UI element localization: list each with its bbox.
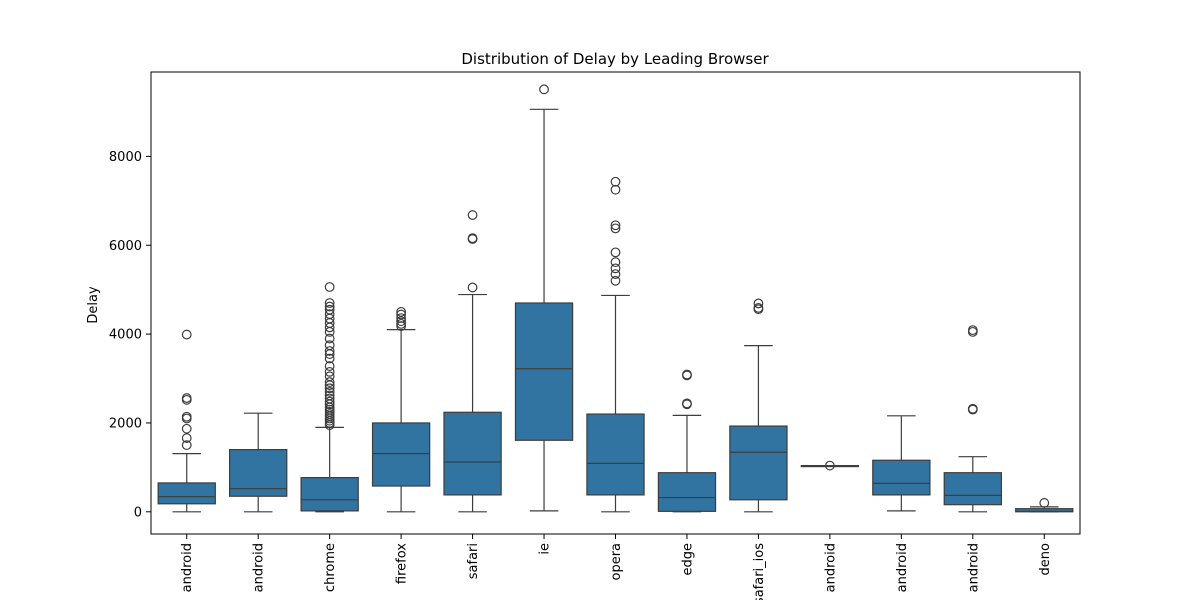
outlier-point [181,393,192,403]
box-iqr [371,422,431,487]
box-iqr [157,482,216,505]
box-chrome-2 [300,282,359,513]
chart-title: Distribution of Delay by Leading Browser [461,50,769,68]
x-tick-label: ie [538,543,553,555]
box-iqr [657,472,717,512]
outlier-point [324,396,335,407]
box-android-9 [800,460,860,471]
box-iqr [443,411,502,496]
outlier-point [324,383,335,394]
box-iqr [729,425,788,501]
outlier-point [324,346,335,356]
outlier-point [682,398,692,409]
outlier-point [324,361,335,371]
outlier-point [181,329,192,340]
box-deno-12 [1015,498,1074,513]
outlier-point [324,340,335,351]
outlier-point [539,84,549,95]
outlier-point [753,302,764,313]
x-tick-label: deno [1038,543,1053,575]
y-tick-label: 0 [134,505,142,520]
outlier-point [610,263,621,274]
outlier-point [324,377,335,387]
x-tick-label: safari_ios [752,543,767,600]
x-tick-label: edge [680,543,695,576]
box-android-0 [157,329,216,513]
box-firefox-3 [371,306,431,513]
box-iqr [586,413,645,496]
outlier-point [967,325,978,335]
outlier-point [324,386,335,397]
outlier-point [324,393,335,404]
x-tick-label: android [895,543,910,592]
box-iqr [872,459,931,496]
box-android-11 [943,325,1002,513]
outlier-point [610,176,621,187]
outlier-point [181,423,192,434]
outlier-point [610,269,621,280]
outlier-point [610,223,621,234]
x-tick-label: opera [609,543,624,581]
box-android-10 [872,415,931,512]
outlier-point [396,306,407,317]
box-safari-4 [443,210,502,513]
outlier-point [396,313,407,324]
outlier-point [467,233,478,244]
y-tick-label: 4000 [109,328,142,343]
outlier-point [324,333,335,344]
outlier-point [753,298,764,309]
box-safari_ios-8 [729,298,788,513]
box-android-1 [229,412,288,513]
outlier-point [610,275,621,286]
x-tick-label: chrome [323,543,338,592]
plot-area: 0 2000 4000 6000 8000 android android chrome fir… [109,71,1081,600]
box-edge-7 [657,369,717,513]
outlier-point [324,304,335,315]
outlier-point [324,309,335,320]
outlier-point [467,282,478,293]
outlier-point [396,309,407,320]
outlier-point [824,460,835,471]
y-tick-label: 8000 [109,150,142,165]
outlier-point [467,210,478,220]
outlier-point [324,353,335,364]
box-ie-5 [514,84,574,512]
outlier-point [324,366,335,377]
outlier-point [1039,498,1050,508]
outlier-point [610,257,621,268]
outlier-point [181,433,192,443]
outlier-point [610,184,621,195]
outlier-point [610,247,621,258]
outlier-point [324,298,335,308]
outlier-point [610,220,621,231]
outlier-point [396,318,407,329]
x-tick-label: android [180,543,195,592]
outlier-point [181,440,192,451]
y-tick-label: 6000 [109,239,142,254]
y-tick-label: 2000 [109,416,142,431]
x-tick-label: android [252,543,267,592]
outlier-point [324,301,335,312]
box-iqr [943,472,1002,506]
outlier-point [682,369,692,380]
outlier-point [324,282,335,292]
box-iqr [514,302,574,441]
x-tick-label: safari [466,543,481,579]
x-tick-label: firefox [395,543,410,584]
x-tick-label: android [966,543,981,592]
x-tick-label: android [823,543,838,592]
outlier-point [967,403,978,414]
y-axis-label: Delay [86,286,101,324]
outlier-point [324,371,335,382]
box-opera-6 [586,176,645,513]
box-iqr [300,476,359,512]
outlier-point [181,411,192,422]
outlier-point [324,390,335,401]
outlier-point [396,316,407,327]
axes-frame [150,71,1081,535]
